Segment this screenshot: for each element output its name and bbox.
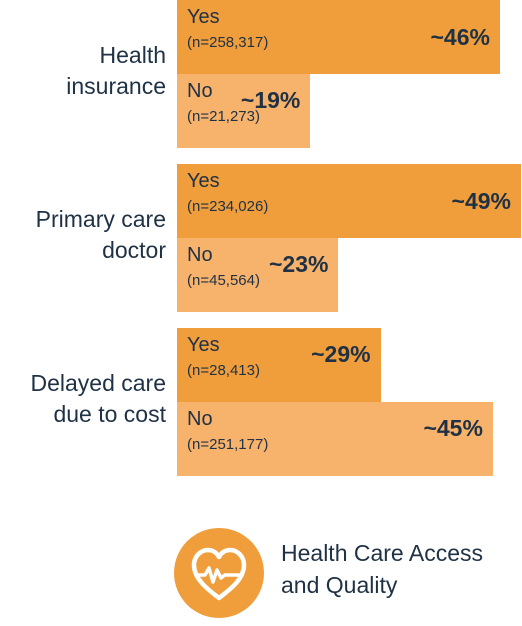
bar-value-label: ~49% [451, 188, 511, 214]
bar-answer-label: No [187, 244, 213, 266]
category-label-line: insurance [66, 73, 166, 99]
bar-answer-label: No [187, 408, 213, 430]
bar-answer-label: Yes [187, 334, 220, 356]
category-label-line: doctor [102, 237, 166, 263]
bar-delayed-care-due-to-cost-yes: Yes (n=28,413) ~29% [177, 328, 381, 402]
bar-delayed-care-due-to-cost-no: No (n=251,177) ~45% [177, 402, 493, 476]
category-label-health-insurance: Health insurance [66, 40, 166, 102]
bar-sample-size: (n=258,317) [187, 34, 269, 51]
bar-answer-label: No [187, 80, 213, 102]
bar-value-label: ~45% [423, 415, 483, 441]
category-label-line: Delayed care [30, 370, 166, 396]
bar-answer-label: Yes [187, 6, 220, 28]
topic-label: Health Care Access and Quality [281, 537, 483, 601]
topic-line-1: Health Care Access [281, 540, 483, 566]
bar-sample-size: (n=251,177) [187, 436, 269, 453]
bar-health-insurance-yes: Yes (n=258,317) ~46% [177, 0, 500, 74]
chart: Health insurance Yes (n=258,317) ~46% No (n=21… [30, 0, 521, 476]
bar-value-label: ~46% [430, 24, 490, 50]
category-label-line: Health [99, 42, 166, 68]
bar-value-label: ~19% [240, 87, 301, 113]
bar-value-label: ~23% [269, 251, 329, 277]
bar-sample-size: (n=45,564) [187, 272, 260, 289]
bar-primary-care-doctor-yes: Yes (n=234,026) ~49% [177, 164, 521, 238]
bar-primary-care-doctor-no: No (n=45,564) ~23% [177, 238, 339, 312]
category-label-line: due to cost [53, 401, 166, 427]
bar-sample-size: (n=234,026) [187, 198, 269, 215]
footer: Health Care Access and Quality [0, 500, 522, 626]
category-label-line: Primary care [35, 206, 166, 232]
category-label-primary-care-doctor: Primary care doctor [36, 204, 166, 266]
bar-answer-label: Yes [187, 170, 220, 192]
bar-sample-size: (n=21,273) [187, 108, 260, 125]
bar-value-label: ~29% [311, 341, 371, 367]
bar-sample-size: (n=28,413) [187, 362, 260, 379]
topic-line-2: and Quality [281, 572, 398, 598]
heart-pulse-icon [174, 528, 264, 618]
category-label-delayed-care-due-to-cost: Delayed care due to cost [30, 368, 166, 430]
bar-health-insurance-no: No (n=21,273) ~19% [177, 74, 311, 148]
